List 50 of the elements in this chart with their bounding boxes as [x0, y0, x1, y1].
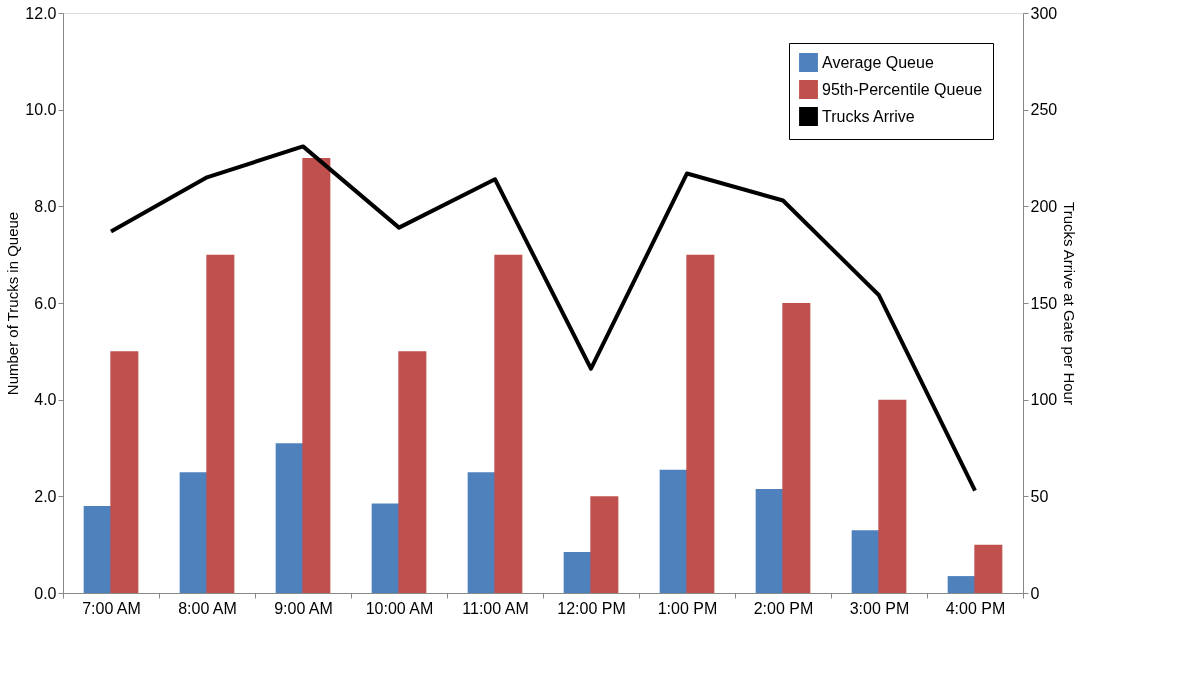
- bar: [686, 254, 715, 593]
- x-tick-label: 9:00 AM: [274, 599, 333, 617]
- bar: [83, 506, 112, 593]
- bar: [947, 576, 976, 593]
- bar: [398, 351, 427, 593]
- y-tick-label: 2.0: [34, 487, 57, 505]
- y2-tick-label: 250: [1030, 101, 1058, 119]
- y2-tick-label: 300: [1030, 4, 1058, 22]
- y-tick-label: 4.0: [34, 391, 57, 409]
- x-tick-label: 3:00 PM: [849, 599, 910, 617]
- bar: [974, 544, 1003, 593]
- bar: [302, 158, 331, 593]
- bar: [563, 551, 592, 593]
- y-tick-label: 0.0: [34, 584, 57, 602]
- x-tick-label: 11:00 AM: [462, 599, 529, 617]
- x-tick-label: 10:00 AM: [365, 599, 434, 617]
- y-tick-label: 10.0: [25, 101, 57, 119]
- line-series: [109, 144, 977, 493]
- bar: [851, 530, 880, 593]
- y2-tick-label: 200: [1030, 197, 1058, 215]
- bar: [206, 254, 235, 593]
- bar: [179, 472, 208, 593]
- bar: [371, 503, 400, 593]
- bar: [467, 472, 496, 593]
- x-tick-label: 7:00 AM: [82, 599, 141, 617]
- x-tick-label: 12:00 PM: [557, 599, 626, 617]
- bar: [659, 469, 688, 593]
- bar: [110, 351, 139, 593]
- y2-tick-label: 50: [1030, 487, 1049, 505]
- bar: [782, 303, 811, 593]
- y2-axis-title: Trucks Arrive at Gate per Hour: [1061, 202, 1079, 405]
- y-tick-label: 6.0: [34, 294, 57, 312]
- y2-tick-label: 0: [1030, 584, 1040, 602]
- legend-label: Trucks Arrive: [822, 107, 915, 125]
- legend-label: Average Queue: [822, 53, 934, 71]
- legend-label: 95th-Percentile Queue: [822, 80, 983, 98]
- bar: [590, 496, 619, 593]
- x-tick-label: 1:00 PM: [657, 599, 718, 617]
- y-tick-label: 8.0: [34, 197, 57, 215]
- x-tick-label: 8:00 AM: [178, 599, 237, 617]
- bar: [275, 443, 304, 593]
- bar: [494, 254, 523, 593]
- bar: [878, 399, 907, 593]
- y2-tick-label: 100: [1030, 391, 1058, 409]
- y2-tick-label: 150: [1030, 294, 1058, 312]
- bar: [755, 489, 784, 593]
- x-tick-label: 4:00 PM: [945, 599, 1006, 617]
- x-tick-label: 2:00 PM: [753, 599, 814, 617]
- y-axis-title: Number of Trucks in Queue: [4, 211, 22, 396]
- y-tick-label: 12.0: [25, 4, 57, 22]
